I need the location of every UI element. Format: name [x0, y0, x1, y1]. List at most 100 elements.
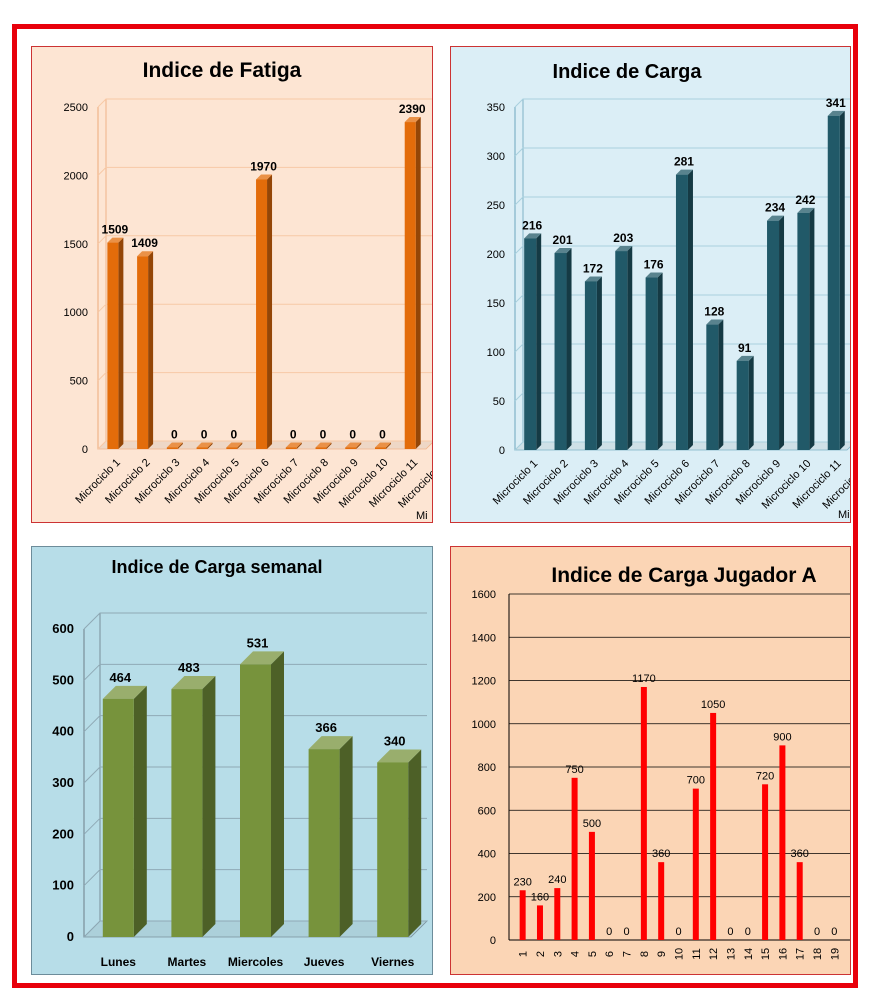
- bar-3: [240, 664, 271, 937]
- bar-side-4: [207, 442, 213, 449]
- y-tick-label: 600: [478, 805, 496, 817]
- data-label-9: 0: [349, 428, 356, 442]
- gridline-2: [97, 303, 432, 313]
- bar-top-4: [308, 736, 353, 750]
- bar-side-2: [202, 676, 216, 937]
- bar-side-4: [339, 736, 353, 937]
- y-tick-label: 100: [52, 878, 74, 893]
- bar-side-2: [566, 248, 572, 450]
- gridline-0: [97, 440, 432, 450]
- gridline-1: [97, 372, 432, 381]
- y-tick-label: 0: [82, 444, 88, 456]
- y-tick-label: 500: [52, 672, 74, 687]
- bar-4: [196, 447, 208, 449]
- bar-top-11: [404, 117, 421, 123]
- data-label-4: 203: [613, 231, 633, 245]
- data-label-11: 700: [687, 775, 705, 787]
- bar-8: [736, 360, 749, 450]
- x-tick-label: 10: [674, 948, 686, 960]
- data-label-14: 0: [745, 926, 751, 938]
- bar-top-2: [137, 251, 154, 257]
- bar-5: [377, 762, 409, 937]
- bar-side-3: [596, 276, 602, 450]
- data-label-10: 0: [675, 926, 681, 938]
- bar-2: [554, 253, 567, 450]
- bar-3: [166, 447, 178, 449]
- data-label-3: 172: [583, 261, 603, 275]
- bar-side-1: [133, 685, 147, 937]
- y-tick-label: 2500: [64, 102, 88, 114]
- x-tick-label: Martes: [168, 955, 207, 969]
- bar-side-6: [267, 174, 273, 449]
- x-tick-label-truncated: Mi: [416, 510, 428, 522]
- data-label-4: 366: [315, 720, 337, 735]
- data-label-7: 128: [704, 305, 724, 319]
- x-tick-label: 15: [760, 948, 772, 960]
- bar-top-9: [345, 442, 362, 448]
- carga-semanal-chart-panel: 0 100 200 300 400 500 600 Indice de Carga seman…: [31, 546, 433, 975]
- data-label-9: 360: [652, 848, 670, 860]
- bar-side-7: [296, 442, 302, 449]
- bar-10: [797, 212, 810, 450]
- data-label-4: 750: [565, 764, 583, 776]
- data-label-6: 0: [606, 926, 612, 938]
- bar-side-4: [627, 246, 633, 450]
- bar-12: [710, 712, 717, 940]
- x-tick-label: 2: [535, 951, 547, 957]
- gridline-5: [83, 663, 427, 681]
- bar-top-4: [196, 442, 213, 448]
- y-tick-label: 1000: [64, 307, 88, 319]
- jugador-chart-panel: 0 200 400 600 800 1000 1200 1400 1600 Indice de C…: [450, 546, 851, 975]
- bar-1: [524, 238, 537, 450]
- bar-7: [706, 324, 719, 450]
- bar-11: [692, 788, 699, 940]
- gridline-3: [97, 235, 432, 245]
- chart-title: Indice de Fatiga: [143, 59, 302, 82]
- y-tick-label: 250: [487, 200, 505, 212]
- outer-red-frame: [12, 24, 858, 988]
- data-label-6: 281: [674, 155, 694, 169]
- y-tick-label: 350: [487, 102, 505, 114]
- bar-top-8: [315, 442, 332, 448]
- data-label-1: 1509: [102, 223, 129, 237]
- data-label-5: 0: [230, 428, 237, 442]
- bar-top-9: [767, 215, 785, 221]
- data-label-5: 340: [384, 733, 406, 748]
- bar-top-10: [374, 442, 391, 448]
- y-tick-label: 1000: [472, 719, 496, 731]
- bar-side-2: [148, 251, 154, 449]
- x-tick-label: 14: [743, 948, 755, 960]
- bar-6: [675, 174, 688, 450]
- x-tick-label: 6: [604, 951, 616, 957]
- chart-title: Indice de Carga semanal: [111, 557, 322, 577]
- bar-top-8: [736, 355, 754, 361]
- x-tick-label: 9: [656, 951, 668, 957]
- bar-top-4: [615, 246, 633, 252]
- y-tick-label: 300: [52, 775, 74, 790]
- bar-side-10: [385, 442, 391, 449]
- bar-4: [308, 749, 340, 937]
- data-label-12: 1050: [701, 699, 725, 711]
- gridline-2: [514, 343, 850, 353]
- data-label-17: 360: [791, 848, 809, 860]
- chart-background: [451, 547, 850, 974]
- y-tick-label: 0: [499, 445, 505, 457]
- y-tick-label: 0: [490, 935, 496, 947]
- bar-side-11: [415, 117, 421, 449]
- data-label-2: 201: [553, 233, 573, 247]
- bar-8: [315, 447, 327, 449]
- bar-side-5: [237, 442, 243, 449]
- bar-2: [171, 689, 203, 937]
- bar-side-8: [326, 442, 332, 449]
- data-label-16: 900: [773, 731, 791, 743]
- gridline-7: [514, 98, 850, 108]
- data-label-5: 176: [644, 258, 664, 272]
- bar-top-7: [285, 442, 302, 448]
- fatiga-chart-panel: 0 500 1000 1500 2000 2500 Indice de Fatiga 1509…: [31, 46, 433, 523]
- bar-top-2: [554, 248, 572, 254]
- data-label-1: 230: [513, 876, 531, 888]
- bar-1: [107, 242, 119, 449]
- bar-6: [256, 179, 268, 449]
- data-label-11: 2390: [399, 102, 426, 116]
